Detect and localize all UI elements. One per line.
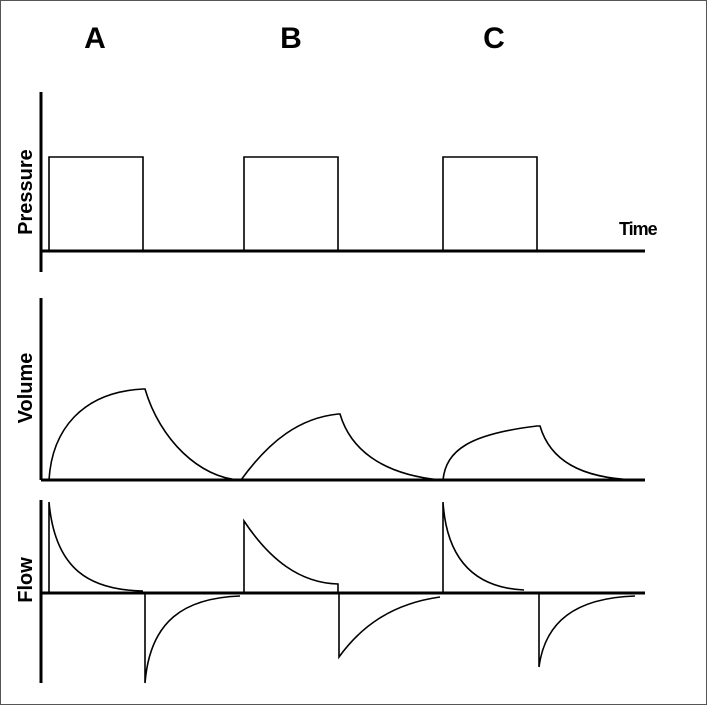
flow-inspiratory-c bbox=[442, 501, 525, 593]
column-label-a: A bbox=[84, 22, 106, 55]
flow-inspiratory-a bbox=[48, 501, 144, 593]
pressure-axis-label: Pressure bbox=[15, 149, 37, 235]
flow-expiratory-c bbox=[538, 593, 636, 668]
volume-curve-a bbox=[48, 388, 241, 481]
pressure-panel: Pressure Time bbox=[15, 92, 659, 272]
volume-curve-c bbox=[442, 425, 636, 481]
pressure-pulse-b bbox=[243, 156, 339, 251]
column-label-b: B bbox=[280, 22, 302, 55]
pressure-pulse-a bbox=[48, 156, 144, 251]
volume-panel: Volume bbox=[15, 298, 645, 482]
flow-panel: Flow bbox=[15, 500, 645, 684]
flow-expiratory-b bbox=[338, 593, 441, 660]
column-label-c: C bbox=[483, 22, 505, 55]
flow-inspiratory-b bbox=[243, 518, 339, 593]
flow-axis-label: Flow bbox=[15, 557, 37, 603]
time-axis-label: Time bbox=[619, 219, 658, 239]
volume-axis-label: Volume bbox=[15, 353, 37, 424]
flow-expiratory-a bbox=[144, 593, 241, 684]
volume-curve-b bbox=[240, 413, 441, 481]
pressure-pulse-c bbox=[442, 156, 538, 251]
